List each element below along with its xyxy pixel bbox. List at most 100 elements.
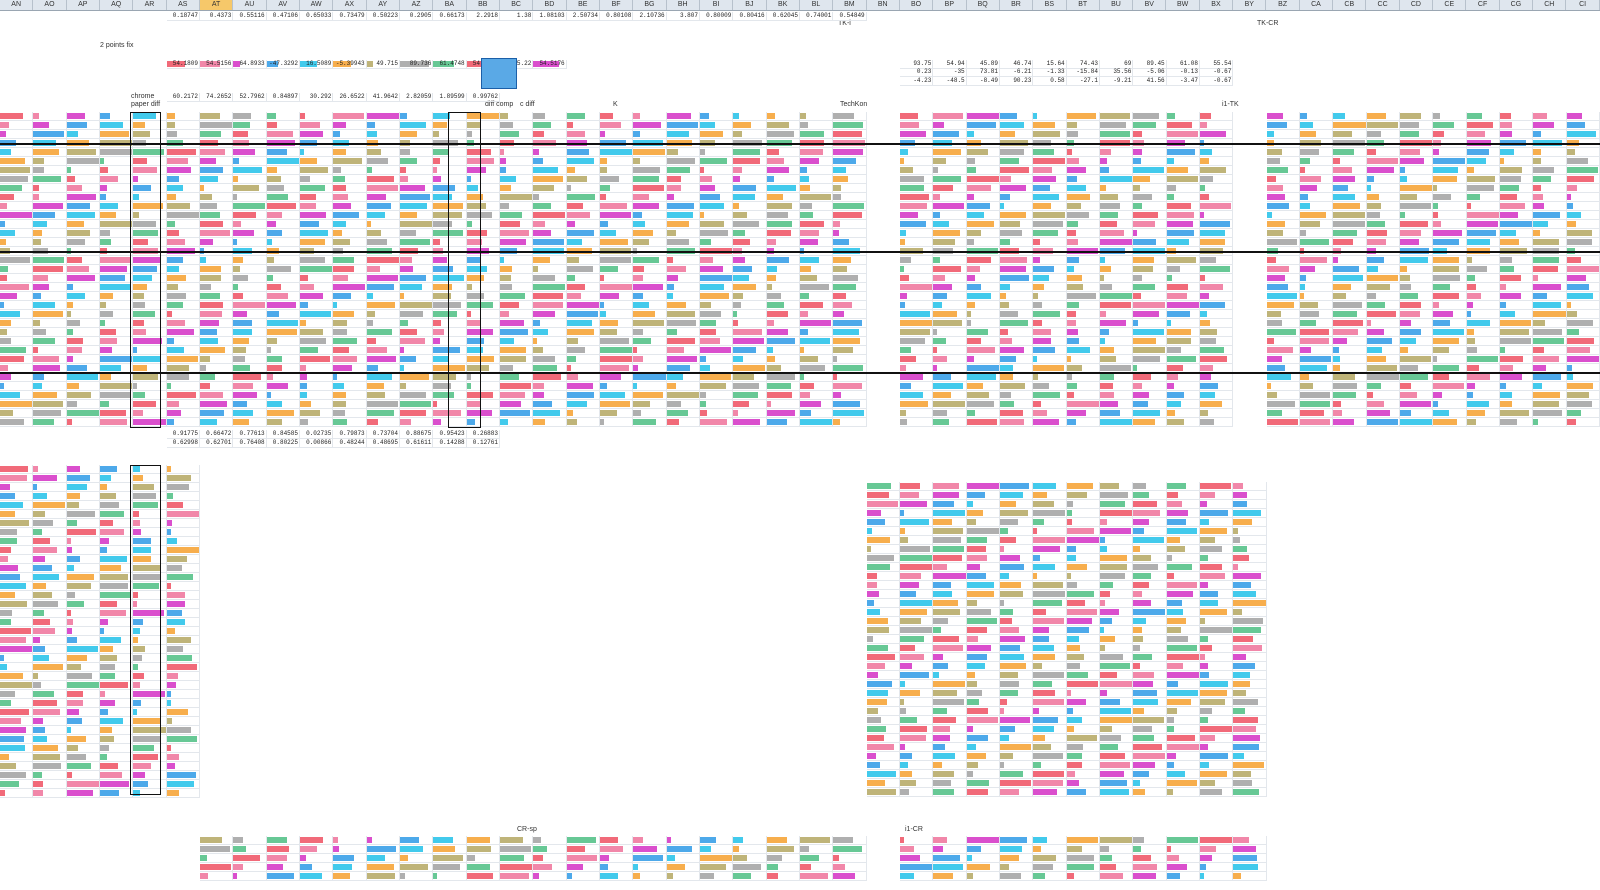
cell[interactable]	[166, 175, 200, 184]
cell[interactable]	[300, 175, 334, 184]
cell[interactable]	[933, 563, 967, 572]
cell[interactable]	[433, 166, 467, 175]
cell[interactable]	[1400, 274, 1434, 283]
cell[interactable]	[1566, 166, 1600, 175]
cell[interactable]: 0.76408	[233, 439, 267, 448]
cell[interactable]	[1066, 518, 1100, 527]
column-header-cd[interactable]: CD	[1400, 0, 1434, 10]
cell[interactable]	[100, 465, 134, 474]
cell[interactable]	[1500, 409, 1534, 418]
cell[interactable]	[866, 671, 900, 680]
cell[interactable]	[866, 491, 900, 500]
cell[interactable]	[1400, 391, 1434, 400]
cell[interactable]	[966, 527, 1000, 536]
cell[interactable]	[1333, 265, 1367, 274]
cell[interactable]	[1566, 220, 1600, 229]
cell[interactable]	[933, 536, 967, 545]
cell[interactable]	[1266, 346, 1300, 355]
cell[interactable]	[1333, 130, 1367, 139]
cell[interactable]	[433, 112, 467, 121]
cell[interactable]	[66, 148, 100, 157]
cell[interactable]	[300, 193, 334, 202]
cell[interactable]	[1033, 761, 1067, 770]
cell[interactable]	[1466, 112, 1500, 121]
column-header-ao[interactable]: AO	[33, 0, 67, 10]
cell[interactable]	[133, 121, 167, 130]
cell[interactable]	[400, 184, 434, 193]
cell[interactable]	[1233, 500, 1267, 509]
cell[interactable]	[166, 211, 200, 220]
cell[interactable]: -1.33	[1033, 68, 1067, 77]
cell[interactable]	[1500, 301, 1534, 310]
cell[interactable]	[1266, 157, 1300, 166]
cell[interactable]	[233, 211, 267, 220]
cell[interactable]	[933, 545, 967, 554]
cell[interactable]	[1000, 680, 1034, 689]
cell[interactable]: -0.13	[1166, 68, 1200, 77]
cell[interactable]	[1066, 536, 1100, 545]
cell[interactable]	[1200, 743, 1234, 752]
cell[interactable]	[1333, 409, 1367, 418]
cell[interactable]	[1466, 220, 1500, 229]
cell[interactable]: 0.61611	[400, 439, 434, 448]
cell[interactable]	[866, 662, 900, 671]
cell[interactable]	[1100, 779, 1134, 788]
cell[interactable]	[900, 536, 934, 545]
cell[interactable]	[466, 175, 500, 184]
cell[interactable]	[1100, 725, 1134, 734]
cell[interactable]	[1033, 581, 1067, 590]
cell[interactable]	[1033, 779, 1067, 788]
cell[interactable]	[100, 256, 134, 265]
cell[interactable]	[1000, 590, 1034, 599]
cell[interactable]	[966, 518, 1000, 527]
cell[interactable]	[466, 265, 500, 274]
cell[interactable]	[1000, 662, 1034, 671]
cell[interactable]	[966, 716, 1000, 725]
cell[interactable]	[1533, 373, 1567, 382]
cell[interactable]	[300, 202, 334, 211]
cell[interactable]	[900, 509, 934, 518]
cell[interactable]	[1133, 482, 1167, 491]
cell[interactable]	[366, 166, 400, 175]
cell[interactable]	[1166, 572, 1200, 581]
column-header-aq[interactable]: AQ	[100, 0, 134, 10]
cell[interactable]	[1333, 184, 1367, 193]
cell[interactable]	[400, 238, 434, 247]
cell[interactable]	[1266, 193, 1300, 202]
cell[interactable]	[133, 166, 167, 175]
cell[interactable]	[1466, 310, 1500, 319]
cell[interactable]	[1333, 400, 1367, 409]
cell[interactable]	[166, 292, 200, 301]
cell[interactable]	[433, 256, 467, 265]
cell[interactable]	[1433, 418, 1467, 427]
cell[interactable]	[1000, 716, 1034, 725]
cell[interactable]	[1533, 229, 1567, 238]
cell[interactable]	[333, 256, 367, 265]
cell[interactable]	[266, 175, 300, 184]
cell[interactable]	[133, 274, 167, 283]
cell[interactable]	[1266, 175, 1300, 184]
cell[interactable]: -9.21	[1100, 77, 1134, 86]
cell[interactable]	[1233, 608, 1267, 617]
cell[interactable]	[866, 743, 900, 752]
cell[interactable]	[1333, 301, 1367, 310]
cell[interactable]: 2.50734	[566, 12, 600, 21]
cell[interactable]	[1366, 409, 1400, 418]
cell[interactable]	[1300, 112, 1334, 121]
cell[interactable]	[900, 707, 934, 716]
cell[interactable]	[900, 626, 934, 635]
cell[interactable]	[1300, 418, 1334, 427]
cell[interactable]	[200, 202, 234, 211]
cell[interactable]	[1333, 328, 1367, 337]
cell[interactable]	[1500, 184, 1534, 193]
cell[interactable]	[1433, 301, 1467, 310]
cell[interactable]	[900, 752, 934, 761]
cell[interactable]	[1100, 545, 1134, 554]
cell[interactable]	[1466, 256, 1500, 265]
cell[interactable]	[333, 193, 367, 202]
cell[interactable]	[300, 256, 334, 265]
cell[interactable]	[233, 130, 267, 139]
cell[interactable]	[1066, 554, 1100, 563]
cell[interactable]: 1.89599	[433, 93, 467, 102]
